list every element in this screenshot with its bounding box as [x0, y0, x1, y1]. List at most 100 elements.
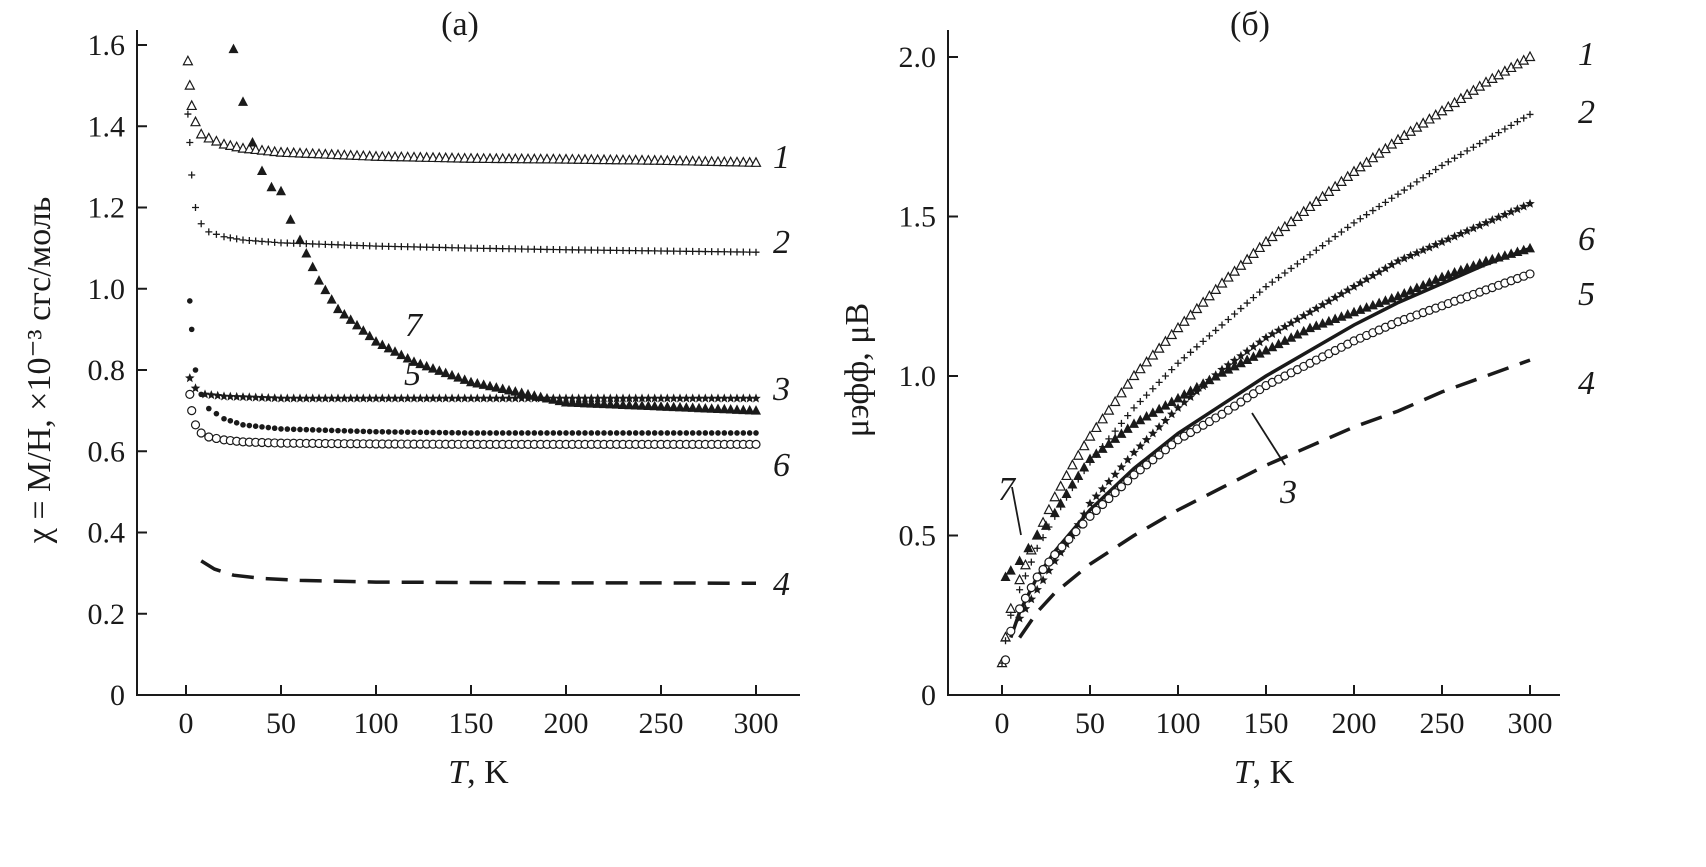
series-1-point: [1222, 271, 1234, 282]
series-7-point: [1129, 418, 1139, 428]
series-7-point: [1198, 378, 1209, 388]
series-7-point: [247, 137, 258, 147]
y-tick-label: 0.8: [88, 354, 126, 387]
series-1-point: [1049, 490, 1061, 502]
series-5-point: [371, 393, 381, 403]
series-1-point: [1055, 480, 1067, 491]
series-7-point: [301, 248, 312, 258]
series-1-point: [307, 147, 319, 159]
series-5-point: [206, 390, 217, 400]
series-7-point: [592, 398, 603, 408]
series-7-point: [453, 372, 464, 382]
series-2-point: [1002, 637, 1010, 645]
x-axis-variable: T: [1234, 754, 1255, 791]
series-5-point: [1305, 307, 1315, 317]
series-6-point: [1123, 476, 1133, 486]
series-2-point: [467, 244, 475, 252]
series-3-point: [670, 430, 677, 436]
series-2-point: [1388, 194, 1396, 202]
series-6-point: [1217, 409, 1227, 419]
series-2-point: [1174, 359, 1182, 367]
series-5-point: [687, 393, 698, 403]
series-1-point: [598, 153, 610, 165]
series-2-point: [271, 238, 279, 246]
series-2-point: [1457, 151, 1465, 159]
series-5-point: [485, 393, 495, 403]
x-tick-label: 100: [1156, 707, 1201, 740]
series-3-point: [259, 424, 265, 430]
series-1-point: [1185, 309, 1197, 320]
series-2-point: [1520, 114, 1528, 122]
series-5-point: [295, 393, 305, 403]
series-2-point: [1287, 264, 1295, 272]
series-1-point: [1291, 210, 1303, 222]
series-5-point: [190, 383, 201, 393]
series-7-point: [1185, 385, 1196, 396]
series-2-point: [1363, 211, 1371, 219]
series-7-point: [1116, 428, 1127, 438]
series-3-point: [449, 429, 455, 436]
series-2-point: [562, 246, 570, 254]
series-2-point: [1124, 412, 1132, 420]
series-3: [187, 298, 759, 436]
series-3-label: 3: [772, 371, 790, 408]
series-1-point: [345, 149, 357, 160]
series-3-point: [379, 429, 386, 435]
series-5-point: [185, 373, 195, 383]
series-7-point: [1273, 338, 1284, 349]
series-7-point: [307, 261, 318, 272]
series-5-point: [415, 393, 426, 403]
series-1-point: [338, 149, 350, 160]
series-1-point: [313, 147, 325, 159]
series-1-point: [269, 145, 281, 157]
series-2-point: [1212, 326, 1220, 334]
series-3-point: [715, 430, 721, 436]
series-5-point: [1500, 209, 1510, 219]
series-5-point: [1361, 274, 1372, 284]
series-5-point: [383, 393, 394, 403]
series-3-point: [246, 422, 253, 429]
series-7-point: [1235, 357, 1246, 368]
axes-frame: [947, 30, 1560, 696]
series-7-point: [1122, 423, 1133, 433]
series-7-point: [326, 294, 337, 304]
series-6-point: [751, 439, 761, 449]
series-3-point: [582, 430, 588, 436]
series-7-point: [276, 185, 286, 196]
series-1-point: [737, 156, 749, 167]
series-5-point: [263, 393, 274, 402]
series-5-point: [1050, 556, 1060, 566]
series-7-point: [466, 376, 476, 387]
series-3-point: [461, 430, 468, 436]
series-1-point: [1115, 387, 1127, 398]
series-7-point: [1399, 288, 1410, 298]
series-3-point: [746, 430, 753, 436]
series-7-point: [1229, 360, 1240, 371]
series-3-point: [278, 426, 284, 432]
series-7-point: [314, 275, 324, 285]
series-6-label: 6: [773, 447, 790, 484]
series-5-point: [396, 393, 407, 403]
series-3-point: [335, 427, 341, 434]
series-7-point: [358, 325, 369, 335]
series-7-point: [383, 342, 394, 353]
series-7-point: [744, 404, 755, 415]
series-7: [1000, 242, 1535, 581]
series-1-point: [1109, 395, 1121, 407]
series-5-point: [390, 393, 400, 403]
series-5-point: [1032, 584, 1042, 594]
series-2-point: [486, 244, 494, 252]
series-5-point: [1179, 397, 1189, 407]
y-tick-label: 1.6: [88, 29, 126, 62]
series-1-point: [452, 152, 464, 163]
series-7-point: [1110, 433, 1121, 443]
series-5-point: [219, 391, 229, 401]
series-5-point: [320, 393, 331, 403]
series-5-point: [276, 393, 286, 403]
x-tick-label: 50: [1075, 707, 1105, 740]
series-5-point: [434, 393, 445, 403]
series-5-point: [706, 393, 717, 403]
series-1-point: [1266, 230, 1278, 242]
series-3-point: [664, 430, 671, 436]
series-6-point: [185, 389, 195, 399]
